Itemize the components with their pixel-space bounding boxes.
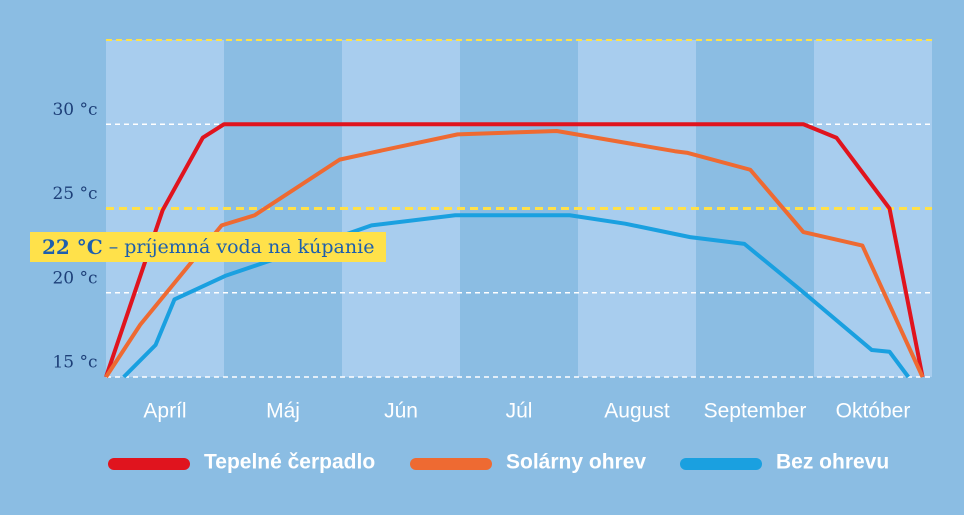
series-line: [104, 128, 925, 379]
month-band: [460, 40, 578, 377]
x-tick-label: Máj: [266, 400, 300, 423]
annotation-text: – príjemná voda na kúpanie: [109, 236, 375, 258]
x-tick-label: Jún: [384, 400, 418, 423]
legend-label: Bez ohrevu: [776, 451, 889, 474]
x-tick-label: Október: [836, 400, 911, 423]
y-tick-label: 30 °c: [52, 100, 97, 120]
annotation-box: [30, 232, 386, 262]
y-tick-label: 20 °c: [52, 268, 97, 288]
legend-label: Tepelné čerpadlo: [204, 451, 375, 474]
x-tick-label: Júl: [506, 400, 533, 423]
y-tick-label: 25 °c: [52, 184, 97, 204]
annotation-value: 22 °C: [42, 235, 103, 259]
month-band: [578, 40, 696, 377]
month-band: [342, 40, 460, 377]
y-tick-label: 15 °c: [52, 353, 97, 373]
x-tick-label: August: [604, 400, 670, 423]
x-tick-label: Apríl: [143, 400, 186, 423]
month-band: [696, 40, 814, 377]
annotation: 22 °C – príjemná voda na kúpanie: [42, 235, 374, 259]
series-line: [122, 213, 911, 379]
series-line: [104, 122, 925, 378]
legend-label: Solárny ohrev: [506, 451, 646, 474]
x-tick-label: September: [704, 400, 807, 423]
